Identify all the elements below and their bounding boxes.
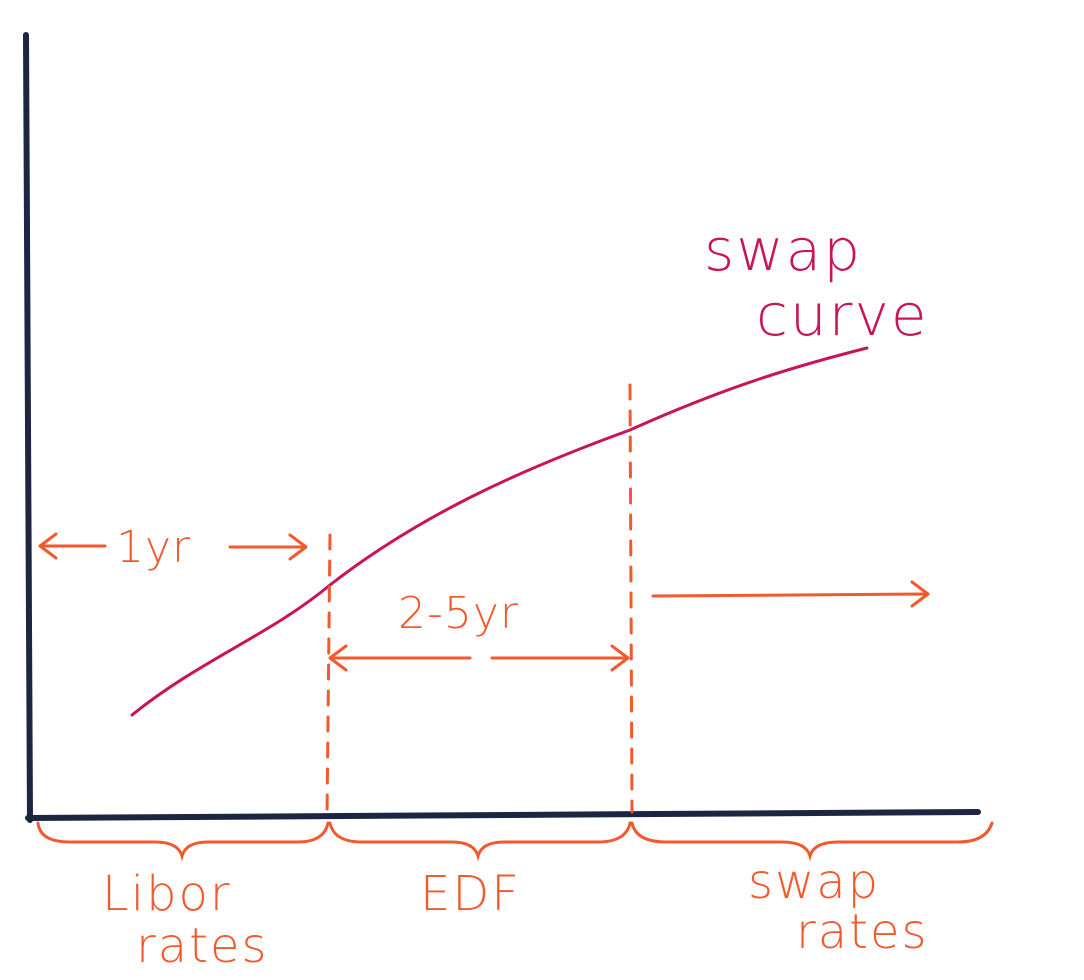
libor-brace xyxy=(36,821,330,862)
swap-rates-label-line2: rates xyxy=(796,904,929,960)
swap-curve-label-line2: curve xyxy=(756,281,929,349)
one-year-arrow xyxy=(38,532,308,561)
swap-curve-label-line1: swap xyxy=(704,216,862,284)
boundary-5yr xyxy=(628,383,634,814)
two-to-five-year-label: 2-5yr xyxy=(398,588,519,639)
x-axis xyxy=(25,809,981,821)
beyond-five-year-arrow xyxy=(651,580,930,608)
boundary-1yr xyxy=(325,533,332,817)
edf-label: EDF xyxy=(420,866,521,922)
one-year-label: 1yr xyxy=(116,522,191,573)
edf-brace xyxy=(328,821,632,862)
swap-curve-line xyxy=(130,346,869,717)
libor-label-line2: rates xyxy=(136,918,269,974)
libor-label-line1: Libor xyxy=(102,866,232,922)
y-axis xyxy=(23,32,33,823)
swap-rates-brace xyxy=(630,821,994,862)
swap-rates-label-line1: swap xyxy=(748,854,880,910)
two-to-five-year-arrow xyxy=(328,644,630,672)
